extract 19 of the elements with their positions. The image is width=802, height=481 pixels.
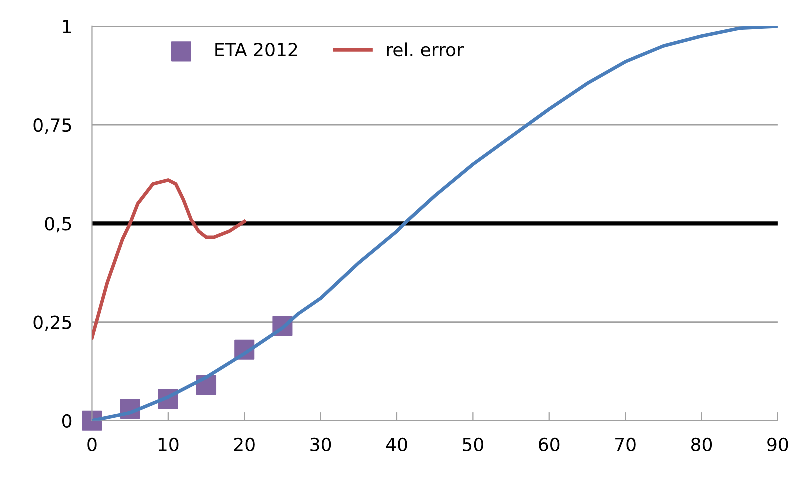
- y-tick-label: 0: [62, 414, 72, 428]
- x-tick-label: 70: [616, 438, 636, 452]
- y-tick-label: 0,25: [34, 316, 72, 332]
- y-tick-label: 0,5: [45, 217, 72, 233]
- x-tick-label: 60: [539, 438, 560, 452]
- x-tick-label: 80: [691, 438, 712, 452]
- legend-label: ETA 2012: [216, 43, 298, 57]
- y-tick-label: 0,75: [34, 118, 72, 134]
- x-tick-label: 50: [463, 438, 484, 452]
- x-tick-label: 20: [234, 438, 255, 452]
- x-tick-label: 90: [768, 438, 788, 452]
- line-series: [92, 178, 246, 340]
- x-tick-label: 0: [88, 438, 97, 452]
- x-tick-label: 40: [386, 438, 408, 452]
- x-tick-label: 30: [310, 438, 332, 452]
- y-tick-label: 1: [63, 20, 72, 34]
- x-tick-label: 10: [158, 438, 179, 452]
- point: [82, 410, 102, 431]
- legend-label: rel. error: [387, 42, 464, 57]
